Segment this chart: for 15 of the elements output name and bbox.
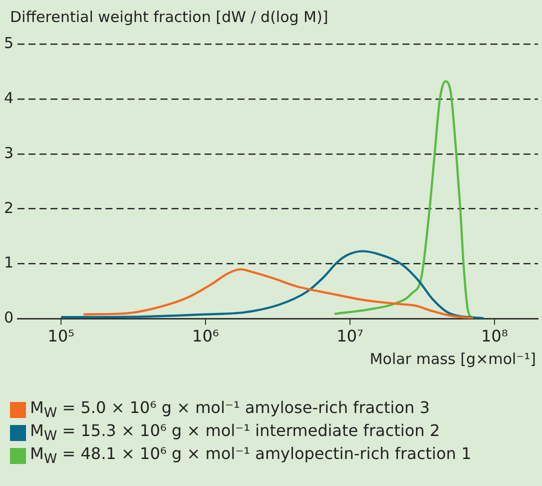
- y-tick-label: 5: [4, 34, 14, 52]
- legend-label: M$_{W}$ = 15.3 × 10⁶ g × mol⁻¹ intermediate fraction 2: [30, 420, 440, 444]
- x-axis-title: Molar mass [g×mol⁻¹]: [368, 350, 537, 368]
- y-tick-label: 4: [4, 88, 14, 107]
- y-tick-label: 0: [4, 308, 14, 327]
- legend-label: M$_{W}$ = 5.0 × 10⁶ g × mol⁻¹ amylose-rich fraction 3: [30, 398, 430, 422]
- y-tick-label: 2: [4, 198, 14, 217]
- y-tick-label: 1: [4, 254, 14, 272]
- x-tick-label: 10⁵: [48, 326, 74, 346]
- x-tick-label: 10⁶: [192, 326, 219, 346]
- x-tick-label: 10⁸: [481, 326, 508, 346]
- x-tick-label: 10⁷: [336, 326, 364, 346]
- y-axis-title: Differential weight fraction [dW / d(log M)]: [9, 7, 330, 28]
- legend-label: M$_{W}$ = 48.1 × 10⁶ g × mol⁻¹ amylopectin-rich fraction 1: [30, 444, 472, 468]
- y-tick-label: 3: [4, 144, 14, 162]
